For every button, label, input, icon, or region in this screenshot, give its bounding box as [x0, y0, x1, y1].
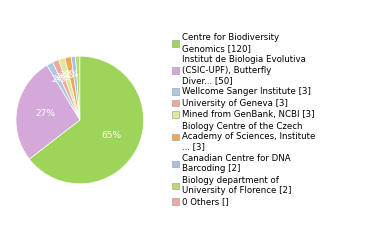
Wedge shape [47, 62, 80, 120]
Text: 2%: 2% [64, 70, 78, 79]
Text: 2%: 2% [60, 72, 74, 80]
Text: 2%: 2% [51, 75, 65, 84]
Text: 2%: 2% [55, 73, 70, 82]
Wedge shape [65, 57, 80, 120]
Wedge shape [59, 58, 80, 120]
Wedge shape [29, 56, 144, 184]
Text: 27%: 27% [35, 109, 55, 118]
Wedge shape [76, 56, 80, 120]
Wedge shape [53, 60, 80, 120]
Legend: Centre for Biodiversity
Genomics [120], Institut de Biologia Evolutiva
(CSIC-UPF: Centre for Biodiversity Genomics [120], … [172, 33, 316, 207]
Wedge shape [16, 65, 80, 159]
Text: 65%: 65% [101, 131, 121, 140]
Wedge shape [71, 56, 80, 120]
